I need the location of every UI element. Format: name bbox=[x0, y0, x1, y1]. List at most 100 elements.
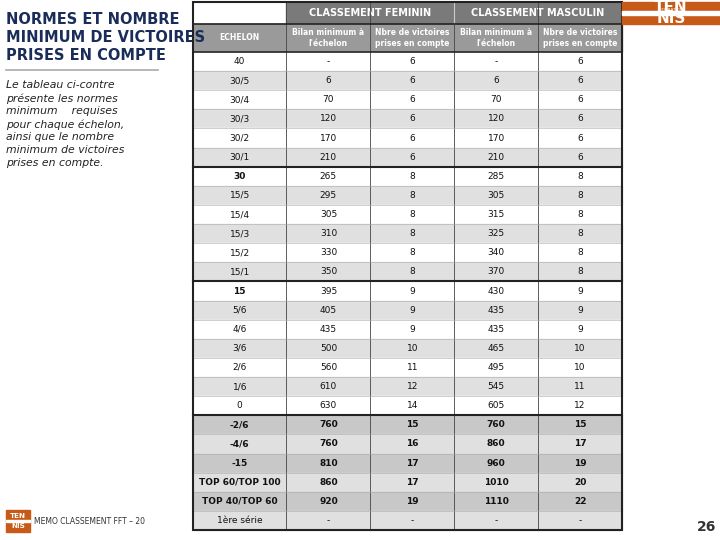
Text: 17: 17 bbox=[574, 440, 586, 448]
Bar bbox=[193, 2, 287, 24]
Bar bbox=[287, 492, 370, 511]
Bar bbox=[454, 2, 622, 24]
Text: 17: 17 bbox=[406, 478, 418, 487]
Text: 3/6: 3/6 bbox=[233, 344, 247, 353]
Bar bbox=[287, 224, 370, 243]
Text: 210: 210 bbox=[487, 153, 505, 161]
Bar bbox=[287, 434, 370, 454]
Text: 15/5: 15/5 bbox=[230, 191, 250, 200]
Text: 12: 12 bbox=[575, 401, 586, 410]
Text: 610: 610 bbox=[320, 382, 337, 391]
Bar bbox=[454, 224, 538, 243]
Text: 6: 6 bbox=[410, 114, 415, 124]
Bar bbox=[370, 167, 454, 186]
Text: 370: 370 bbox=[487, 267, 505, 276]
Text: 500: 500 bbox=[320, 344, 337, 353]
Bar bbox=[370, 186, 454, 205]
Bar bbox=[193, 511, 287, 530]
Text: 170: 170 bbox=[487, 133, 505, 143]
Text: 120: 120 bbox=[487, 114, 505, 124]
Bar bbox=[370, 24, 454, 52]
Bar bbox=[538, 129, 622, 147]
Bar bbox=[538, 205, 622, 224]
Bar bbox=[193, 262, 287, 281]
Text: 9: 9 bbox=[577, 287, 583, 295]
Text: 15/4: 15/4 bbox=[230, 210, 250, 219]
Text: 435: 435 bbox=[487, 325, 505, 334]
Bar bbox=[370, 281, 454, 301]
Bar bbox=[193, 167, 287, 186]
Bar bbox=[538, 262, 622, 281]
Text: 810: 810 bbox=[319, 458, 338, 468]
Text: minimum de victoires: minimum de victoires bbox=[6, 145, 125, 155]
Bar bbox=[370, 243, 454, 262]
Text: 19: 19 bbox=[574, 458, 586, 468]
Text: 15/1: 15/1 bbox=[230, 267, 250, 276]
Bar bbox=[193, 320, 287, 339]
Bar bbox=[370, 358, 454, 377]
Text: TOP 60/TOP 100: TOP 60/TOP 100 bbox=[199, 478, 281, 487]
Text: 8: 8 bbox=[410, 191, 415, 200]
Text: 6: 6 bbox=[410, 76, 415, 85]
Text: Le tableau ci-contre: Le tableau ci-contre bbox=[6, 80, 114, 90]
Text: TOP 40/TOP 60: TOP 40/TOP 60 bbox=[202, 497, 277, 506]
Bar bbox=[193, 71, 287, 90]
Text: 6: 6 bbox=[577, 76, 583, 85]
Text: présente les normes: présente les normes bbox=[6, 93, 118, 104]
Text: 8: 8 bbox=[410, 172, 415, 181]
Bar bbox=[454, 301, 538, 320]
Text: NIS: NIS bbox=[657, 11, 685, 26]
Text: 11: 11 bbox=[407, 363, 418, 372]
Bar bbox=[6, 520, 30, 522]
Text: 6: 6 bbox=[577, 153, 583, 161]
Text: 350: 350 bbox=[320, 267, 337, 276]
Text: -2/6: -2/6 bbox=[230, 420, 250, 429]
Bar bbox=[370, 377, 454, 396]
Text: 860: 860 bbox=[487, 440, 505, 448]
Text: 760: 760 bbox=[319, 440, 338, 448]
Text: 8: 8 bbox=[577, 248, 583, 257]
Text: 305: 305 bbox=[487, 191, 505, 200]
Bar bbox=[370, 415, 454, 434]
Text: 8: 8 bbox=[410, 229, 415, 238]
Text: 560: 560 bbox=[320, 363, 337, 372]
Text: 330: 330 bbox=[320, 248, 337, 257]
Text: CLASSEMENT FEMININ: CLASSEMENT FEMININ bbox=[310, 8, 431, 18]
Text: minimum    requises: minimum requises bbox=[6, 106, 117, 116]
Bar bbox=[193, 243, 287, 262]
Bar bbox=[538, 511, 622, 530]
Text: 8: 8 bbox=[577, 191, 583, 200]
Text: 305: 305 bbox=[320, 210, 337, 219]
Bar bbox=[287, 71, 370, 90]
Text: 860: 860 bbox=[319, 478, 338, 487]
Text: 14: 14 bbox=[407, 401, 418, 410]
Text: 6: 6 bbox=[410, 57, 415, 66]
Text: 9: 9 bbox=[577, 325, 583, 334]
Bar bbox=[370, 90, 454, 110]
Text: 1010: 1010 bbox=[484, 478, 508, 487]
Bar bbox=[370, 52, 454, 71]
Text: 19: 19 bbox=[406, 497, 418, 506]
Text: 10: 10 bbox=[575, 344, 586, 353]
Text: 310: 310 bbox=[320, 229, 337, 238]
Bar bbox=[454, 339, 538, 358]
Text: 605: 605 bbox=[487, 401, 505, 410]
Bar bbox=[538, 52, 622, 71]
Bar bbox=[370, 224, 454, 243]
Text: 1/6: 1/6 bbox=[233, 382, 247, 391]
Bar bbox=[538, 224, 622, 243]
Text: 6: 6 bbox=[325, 76, 331, 85]
Text: -4/6: -4/6 bbox=[230, 440, 250, 448]
Text: Nbre de victoires
prises en compte: Nbre de victoires prises en compte bbox=[543, 28, 617, 48]
Text: 760: 760 bbox=[487, 420, 505, 429]
Bar bbox=[370, 492, 454, 511]
Bar bbox=[193, 147, 287, 167]
Text: 20: 20 bbox=[574, 478, 586, 487]
Text: 15: 15 bbox=[574, 420, 586, 429]
Bar bbox=[287, 511, 370, 530]
Text: NIS: NIS bbox=[11, 523, 25, 529]
Text: PRISES EN COMPTE: PRISES EN COMPTE bbox=[6, 48, 166, 63]
Text: 1110: 1110 bbox=[484, 497, 508, 506]
Bar bbox=[370, 129, 454, 147]
Text: 17: 17 bbox=[406, 458, 418, 468]
